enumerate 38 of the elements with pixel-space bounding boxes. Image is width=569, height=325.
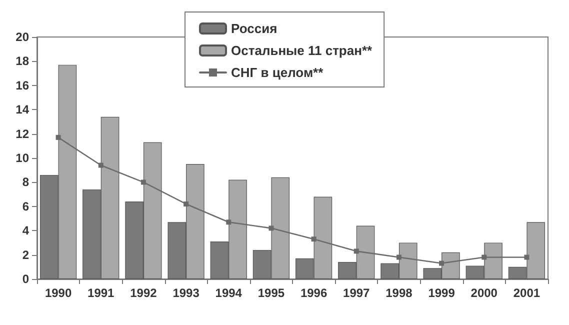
y-tick-label: 14 — [16, 102, 30, 117]
point — [98, 162, 104, 168]
y-tick-label: 6 — [22, 199, 30, 214]
x-tick-label: 2001 — [513, 286, 540, 300]
y-tick-label: 16 — [16, 78, 30, 92]
x-tick-label: 1999 — [428, 286, 456, 300]
y-tick-label: 20 — [16, 30, 30, 44]
y-tick-label: 10 — [16, 151, 30, 165]
point — [184, 201, 189, 206]
x-tick-label: 1995 — [258, 286, 285, 300]
legend-label: Россия — [231, 21, 278, 36]
x-tick-label: 1994 — [215, 286, 242, 300]
y-tick-label: 2 — [22, 248, 30, 262]
x-tick-label: 1992 — [130, 286, 158, 300]
point — [56, 134, 61, 140]
point — [482, 254, 487, 260]
point — [140, 180, 146, 185]
y-tick-label: 8 — [22, 175, 30, 190]
point — [226, 220, 232, 225]
x-tick-label: 1998 — [386, 286, 413, 300]
point — [524, 254, 530, 260]
point — [396, 254, 402, 260]
point — [354, 248, 359, 254]
x-tick-label: 2000 — [470, 286, 498, 300]
legend-label: Остальные 11 стран** — [231, 43, 374, 58]
point — [439, 260, 444, 266]
y-tick-label: 12 — [16, 126, 30, 141]
x-tick-label: 1990 — [44, 286, 72, 300]
point — [268, 226, 274, 231]
x-tick-label: 1991 — [88, 286, 115, 300]
y-tick-label: 18 — [16, 54, 30, 68]
x-tick-label: 1996 — [300, 286, 328, 300]
x-tick-label: 1997 — [343, 286, 370, 300]
legend-label: СНГ в целом** — [231, 65, 324, 80]
x-tick-label: 1993 — [172, 286, 200, 300]
y-tick-label: 0 — [22, 272, 30, 286]
point — [311, 236, 316, 242]
y-tick-label: 4 — [22, 224, 30, 238]
